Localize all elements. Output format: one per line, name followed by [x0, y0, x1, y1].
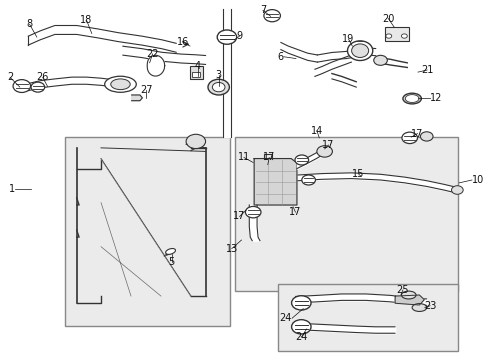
Text: 10: 10: [471, 175, 483, 185]
Ellipse shape: [402, 93, 421, 104]
Text: 14: 14: [310, 126, 323, 136]
Ellipse shape: [411, 303, 426, 311]
Bar: [234, 137, 457, 291]
Text: 11: 11: [237, 153, 249, 162]
Text: 27: 27: [140, 85, 152, 95]
Text: 13: 13: [225, 244, 238, 253]
Text: 16: 16: [176, 37, 188, 47]
Polygon shape: [131, 95, 142, 101]
Bar: [192, 72, 200, 77]
Circle shape: [373, 55, 386, 65]
Text: 25: 25: [396, 285, 408, 295]
Text: 6: 6: [277, 52, 283, 62]
Circle shape: [385, 34, 391, 38]
Bar: [64, 137, 229, 327]
Polygon shape: [254, 158, 296, 205]
Circle shape: [291, 296, 310, 310]
Text: 17: 17: [410, 129, 423, 139]
Circle shape: [245, 206, 261, 218]
Text: 17: 17: [322, 140, 334, 150]
Text: 18: 18: [80, 15, 92, 25]
Text: 19: 19: [342, 34, 354, 44]
Text: 5: 5: [168, 257, 174, 267]
Text: 15: 15: [351, 168, 364, 179]
Polygon shape: [147, 55, 164, 76]
Text: 2: 2: [7, 72, 13, 82]
Ellipse shape: [401, 291, 415, 299]
Ellipse shape: [351, 44, 368, 58]
Ellipse shape: [405, 95, 418, 103]
Ellipse shape: [104, 76, 136, 92]
Text: 21: 21: [420, 65, 432, 75]
Text: 3: 3: [215, 70, 221, 80]
Text: 24: 24: [279, 313, 291, 323]
Text: 7: 7: [259, 5, 265, 15]
Circle shape: [186, 134, 205, 149]
Circle shape: [31, 82, 44, 92]
Circle shape: [13, 80, 30, 93]
Text: 1: 1: [9, 184, 15, 194]
Circle shape: [294, 155, 308, 165]
Text: 17: 17: [263, 153, 275, 162]
Text: 22: 22: [146, 49, 159, 59]
Text: 17: 17: [289, 207, 301, 217]
Circle shape: [401, 132, 417, 144]
Circle shape: [301, 175, 315, 185]
Bar: [278, 284, 457, 351]
Bar: [190, 66, 202, 79]
Circle shape: [217, 30, 236, 44]
Text: 23: 23: [423, 301, 435, 311]
Circle shape: [420, 132, 432, 141]
Ellipse shape: [347, 41, 372, 60]
Circle shape: [316, 146, 332, 157]
Circle shape: [207, 79, 229, 95]
Circle shape: [291, 320, 310, 334]
Circle shape: [264, 10, 280, 22]
Text: 4: 4: [194, 61, 201, 71]
Text: 24: 24: [295, 332, 307, 342]
Text: 20: 20: [381, 14, 394, 23]
Text: 9: 9: [236, 31, 242, 41]
Text: 26: 26: [37, 72, 49, 82]
Circle shape: [401, 34, 407, 38]
Ellipse shape: [111, 79, 130, 90]
Polygon shape: [394, 295, 424, 305]
Circle shape: [212, 82, 224, 92]
Circle shape: [450, 186, 462, 194]
Text: 12: 12: [429, 93, 442, 103]
Bar: [385, 27, 408, 41]
Text: 8: 8: [26, 19, 33, 29]
Text: 17: 17: [233, 211, 245, 221]
Ellipse shape: [165, 248, 175, 255]
